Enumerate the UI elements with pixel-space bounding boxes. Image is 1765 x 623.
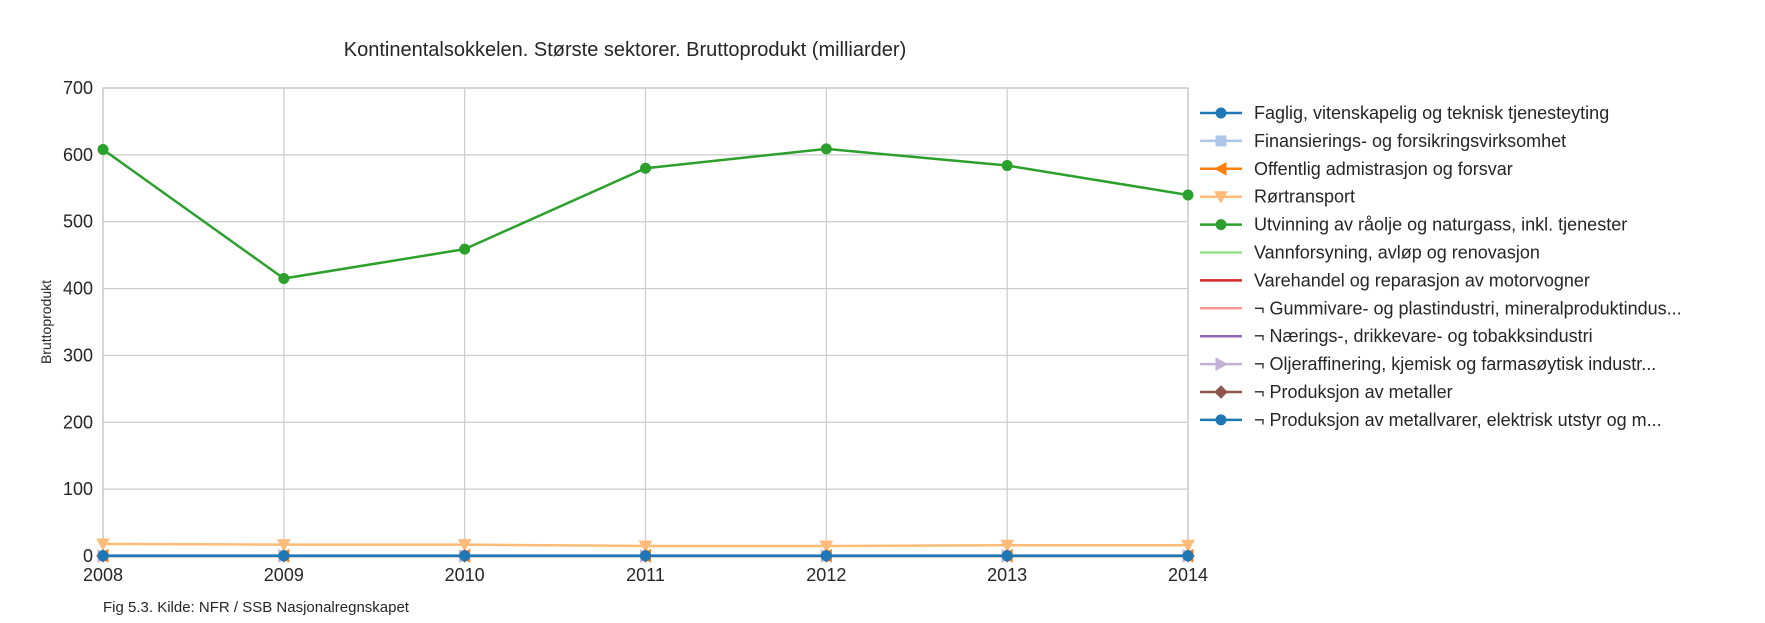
data-point xyxy=(278,550,290,562)
legend-label: Vannforsyning, avløp og renovasjon xyxy=(1254,243,1540,263)
legend-item: ¬ Gummivare- og plastindustri, mineralpr… xyxy=(1200,298,1682,318)
y-tick-label: 200 xyxy=(63,412,93,432)
data-point xyxy=(1214,191,1228,204)
data-point xyxy=(96,538,110,552)
data-point xyxy=(97,550,109,562)
legend-item: Varehandel og reparasjon av motorvogner xyxy=(1200,270,1590,290)
data-point xyxy=(97,144,109,156)
x-tick-label: 2011 xyxy=(626,565,665,585)
legend-item: Vannforsyning, avløp og renovasjon xyxy=(1200,243,1540,263)
y-tick-label: 0 xyxy=(83,546,93,566)
data-point xyxy=(640,550,651,562)
data-point xyxy=(459,243,471,255)
legend-label: Utvinning av råolje og naturgass, inkl. … xyxy=(1254,215,1627,235)
legend-label: Varehandel og reparasjon av motorvogner xyxy=(1254,270,1590,290)
data-point xyxy=(1182,550,1194,562)
legend-item: Rørtransport xyxy=(1200,187,1355,207)
data-point xyxy=(1214,385,1228,399)
legend-label: ¬ Oljeraffinering, kjemisk og farmasøyti… xyxy=(1254,354,1656,374)
y-tick-label: 400 xyxy=(63,279,93,299)
data-point xyxy=(819,540,834,554)
data-point xyxy=(1001,160,1013,172)
data-point xyxy=(1000,539,1015,553)
data-point xyxy=(820,550,832,562)
x-tick-label: 2009 xyxy=(264,565,304,585)
legend-label: Offentlig admistrasjon og forsvar xyxy=(1254,159,1513,179)
legend-label: Finansierings- og forsikringsvirksomhet xyxy=(1254,131,1566,151)
y-tick-label: 100 xyxy=(63,479,93,499)
legend-item: Offentlig admistrasjon og forsvar xyxy=(1200,159,1513,179)
legend-item: ¬ Oljeraffinering, kjemisk og farmasøyti… xyxy=(1200,354,1656,374)
series-4 xyxy=(97,143,1194,285)
data-point xyxy=(640,162,651,174)
x-tick-label: 2008 xyxy=(83,565,123,585)
data-point xyxy=(1215,414,1227,426)
x-tick-label: 2013 xyxy=(987,565,1027,585)
chart-title: Kontinentalsokkelen. Største sektorer. B… xyxy=(344,39,906,61)
legend-label: Faglig, vitenskapelig og teknisk tjenest… xyxy=(1254,103,1609,123)
legend-item: ¬ Produksjon av metaller xyxy=(1200,382,1453,402)
data-point xyxy=(1001,550,1013,562)
data-point xyxy=(278,273,290,285)
data-point xyxy=(1215,357,1229,371)
data-point xyxy=(1182,189,1194,201)
x-tick-label: 2012 xyxy=(806,565,846,585)
y-tick-label: 300 xyxy=(63,345,93,365)
legend-label: ¬ Nærings-, drikkevare- og tobakksindust… xyxy=(1254,326,1593,346)
data-point xyxy=(276,539,291,552)
x-tick-label: 2014 xyxy=(1168,565,1208,585)
data-point xyxy=(1181,539,1195,553)
y-tick-labels: 0 100 200 300 400 500 600 700 xyxy=(63,78,93,566)
data-point xyxy=(1215,107,1227,119)
data-point xyxy=(459,550,471,562)
data-point xyxy=(1213,161,1227,176)
legend-label: ¬ Produksjon av metaller xyxy=(1254,382,1453,402)
legend-item: Finansierings- og forsikringsvirksomhet xyxy=(1200,131,1566,151)
legend-label: ¬ Produksjon av metallvarer, elektrisk u… xyxy=(1254,410,1662,430)
legend-item: ¬ Produksjon av metallvarer, elektrisk u… xyxy=(1200,410,1662,430)
legend-label: ¬ Gummivare- og plastindustri, mineralpr… xyxy=(1254,298,1682,318)
y-axis-label: Bruttoprodukt xyxy=(38,280,54,364)
x-tick-label: 2010 xyxy=(445,565,485,585)
series-11 xyxy=(97,550,1194,562)
x-tick-labels: 2008 2009 2010 2011 2012 2013 2014 xyxy=(83,565,1208,585)
legend-item: ¬ Nærings-, drikkevare- og tobakksindust… xyxy=(1200,326,1593,346)
data-point xyxy=(638,540,653,554)
legend: Faglig, vitenskapelig og teknisk tjenest… xyxy=(1200,103,1682,430)
data-point xyxy=(1215,219,1227,231)
series-3 xyxy=(96,538,1195,554)
data-point xyxy=(820,143,832,155)
data-point xyxy=(1215,135,1227,147)
grid-lines xyxy=(102,87,1189,557)
data-point xyxy=(457,539,472,552)
figure-caption: Fig 5.3. Kilde: NFR / SSB Nasjonalregnsk… xyxy=(103,599,410,616)
y-tick-label: 700 xyxy=(63,78,93,98)
series-layer xyxy=(95,143,1196,563)
legend-item: Utvinning av råolje og naturgass, inkl. … xyxy=(1200,215,1627,235)
y-tick-label: 600 xyxy=(63,145,93,165)
y-tick-label: 500 xyxy=(63,212,93,232)
legend-item: Faglig, vitenskapelig og teknisk tjenest… xyxy=(1200,103,1609,123)
legend-label: Rørtransport xyxy=(1254,187,1355,207)
